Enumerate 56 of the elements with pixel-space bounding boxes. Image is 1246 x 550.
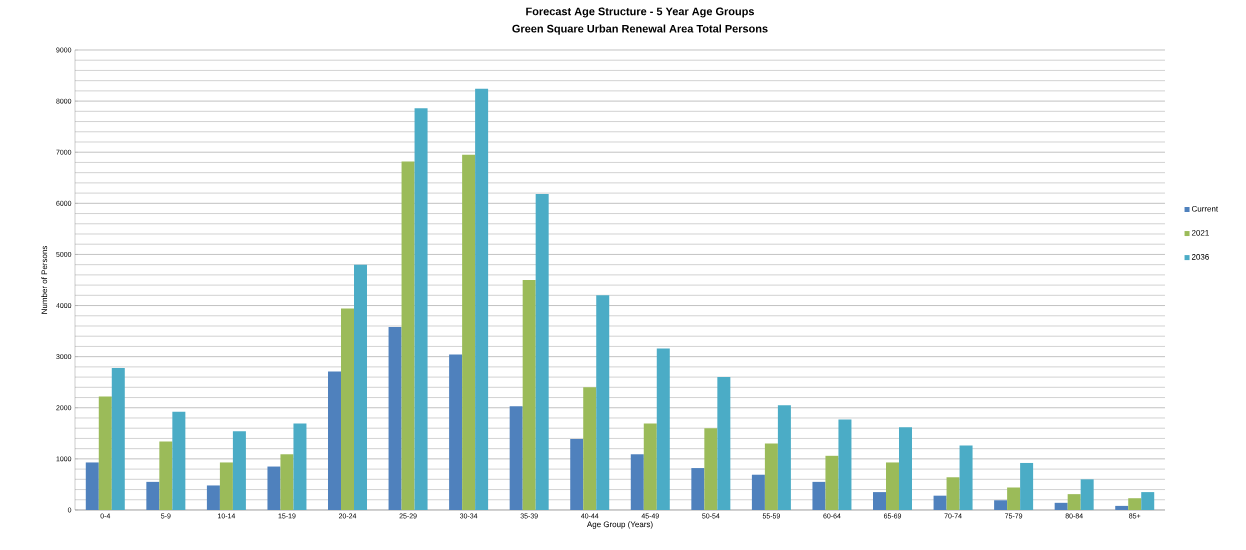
bar — [704, 428, 718, 510]
bar — [643, 423, 657, 510]
bar — [401, 161, 415, 510]
bar — [280, 454, 294, 510]
bar — [1115, 505, 1129, 510]
bar — [206, 485, 220, 510]
bar — [583, 387, 597, 510]
bar — [946, 477, 960, 510]
bar — [717, 377, 731, 510]
bar — [933, 495, 947, 510]
bar — [509, 406, 523, 510]
bar — [764, 443, 778, 510]
bar — [691, 468, 705, 510]
bar — [475, 88, 489, 510]
bar — [449, 354, 463, 510]
bar — [85, 462, 99, 510]
bar — [293, 423, 307, 510]
bar — [522, 279, 536, 510]
bar — [328, 371, 342, 510]
bar — [630, 454, 644, 510]
bar — [219, 462, 233, 510]
bar — [886, 462, 899, 510]
bar — [172, 411, 186, 510]
bar — [812, 481, 826, 510]
bar — [111, 367, 125, 510]
bar — [232, 431, 246, 510]
bar — [1020, 462, 1034, 510]
bar — [462, 154, 476, 510]
chart-title: Forecast Age Structure - 5 Year Age Groups — [526, 7, 755, 18]
chart-subtitle: Green Square Urban Renewal Area Total Persons — [512, 24, 768, 35]
bar — [994, 500, 1008, 510]
bar — [1080, 479, 1094, 510]
bar — [354, 264, 368, 510]
bar — [959, 445, 973, 510]
bar — [825, 455, 839, 510]
bar — [899, 427, 912, 510]
bar — [414, 108, 428, 510]
bar — [388, 327, 402, 510]
bar — [777, 405, 791, 510]
bar — [341, 308, 355, 510]
bar — [535, 194, 549, 510]
bar — [1067, 494, 1081, 510]
bar — [656, 348, 670, 510]
bar — [267, 466, 281, 510]
bar — [596, 295, 610, 510]
bar — [751, 474, 765, 510]
bar — [98, 396, 112, 510]
bar — [1007, 487, 1021, 510]
bar — [570, 438, 584, 510]
bar — [146, 481, 160, 510]
bar — [1054, 502, 1068, 510]
bar — [1141, 492, 1155, 510]
bar — [1128, 498, 1142, 510]
bar — [838, 419, 852, 510]
bar — [159, 441, 173, 510]
bar — [873, 492, 886, 510]
